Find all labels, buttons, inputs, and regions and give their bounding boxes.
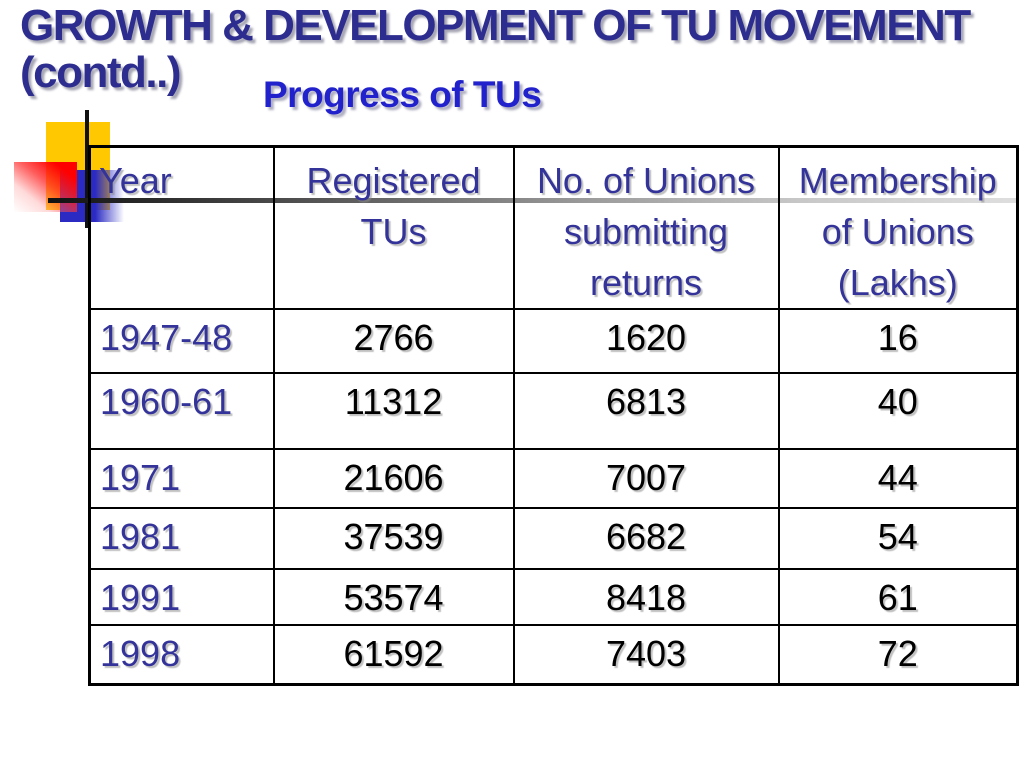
cell-returns: 1620 (512, 308, 780, 374)
table-row: 1998 61592 7403 72 (88, 624, 1019, 685)
progress-table: Year Registered TUs No. of Unions submit… (88, 145, 1019, 686)
cell-year: 1960-61 (88, 372, 275, 450)
cell-returns: 8418 (512, 568, 780, 626)
cell-year: 1991 (88, 568, 275, 626)
table-row: 1960-61 11312 6813 40 (88, 372, 1019, 450)
cell-registered: 53574 (272, 568, 515, 626)
cell-returns: 7007 (512, 448, 780, 509)
cell-membership: 40 (777, 372, 1019, 450)
slide-title: GROWTH & DEVELOPMENT OF TU MOVEMENT (con… (20, 2, 1020, 96)
cell-registered: 2766 (272, 308, 515, 374)
vertical-line-decoration (85, 110, 89, 228)
cell-registered: 21606 (272, 448, 515, 509)
cell-registered: 61592 (272, 624, 515, 685)
cell-returns: 6682 (512, 507, 780, 570)
cell-year: 1971 (88, 448, 275, 509)
cell-membership: 54 (777, 507, 1019, 570)
slide-title-line2: (contd..) (20, 48, 182, 97)
cell-year: 1998 (88, 624, 275, 685)
header-membership-lakhs: Membership of Unions (Lakhs) (777, 145, 1019, 310)
progress-table-container: Year Registered TUs No. of Unions submit… (88, 145, 1019, 686)
cell-returns: 6813 (512, 372, 780, 450)
cell-membership: 72 (777, 624, 1019, 685)
cell-membership: 61 (777, 568, 1019, 626)
table-row: 1991 53574 8418 61 (88, 568, 1019, 626)
slide-subtitle: Progress of TUs (263, 74, 542, 115)
cell-membership: 44 (777, 448, 1019, 509)
header-unions-submitting-returns: No. of Unions submitting returns (512, 145, 780, 310)
cell-returns: 7403 (512, 624, 780, 685)
header-registered-tus: Registered TUs (272, 145, 515, 310)
cell-registered: 11312 (272, 372, 515, 450)
slide-title-line1: GROWTH & DEVELOPMENT OF TU MOVEMENT (20, 1, 971, 50)
cell-registered: 37539 (272, 507, 515, 570)
table-row: 1947-48 2766 1620 16 (88, 308, 1019, 374)
red-square-decoration (14, 162, 77, 212)
header-year: Year (88, 145, 275, 310)
table-row: 1981 37539 6682 54 (88, 507, 1019, 570)
table-row: 1971 21606 7007 44 (88, 448, 1019, 509)
cell-membership: 16 (777, 308, 1019, 374)
cell-year: 1981 (88, 507, 275, 570)
cell-year: 1947-48 (88, 308, 275, 374)
table-header-row: Year Registered TUs No. of Unions submit… (88, 145, 1019, 310)
